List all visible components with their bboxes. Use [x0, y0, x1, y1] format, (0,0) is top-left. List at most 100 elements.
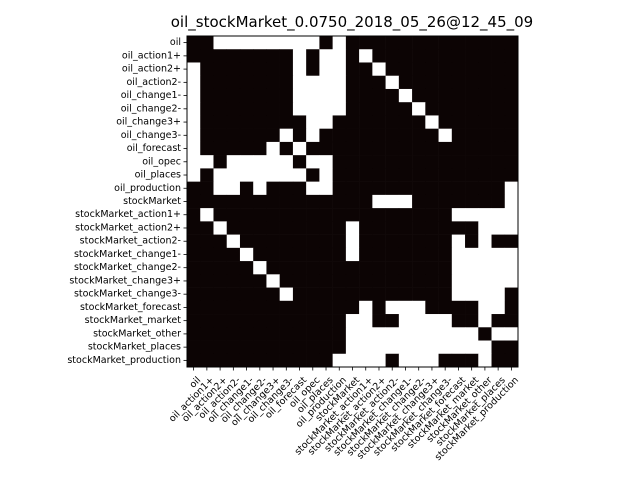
heatmap-cell [491, 128, 506, 143]
heatmap-cell [412, 88, 426, 103]
heatmap-cell [398, 75, 413, 90]
heatmap-cell [332, 102, 347, 116]
heatmap-cell [465, 208, 479, 222]
heatmap-cell [504, 353, 519, 368]
heatmap-cell [451, 353, 466, 368]
heatmap-cell [226, 141, 241, 156]
heatmap-cell [451, 287, 466, 302]
heatmap-cell [478, 300, 492, 315]
heatmap-cell [200, 353, 214, 368]
heatmap-cell [465, 261, 479, 275]
heatmap-cell [359, 247, 373, 262]
heatmap-cell [226, 340, 241, 355]
heatmap-cell [332, 353, 347, 368]
heatmap-cell [398, 221, 413, 235]
heatmap-cell [438, 234, 453, 249]
heatmap-cell [372, 274, 386, 288]
heatmap-cell [359, 168, 373, 182]
y-tick-label: oil [170, 37, 181, 48]
heatmap-cell [200, 300, 214, 315]
heatmap-cell [279, 168, 294, 182]
heatmap-cell [412, 155, 426, 169]
heatmap-cell [279, 221, 294, 235]
heatmap-cell [478, 274, 492, 288]
heatmap-cell [226, 261, 241, 275]
heatmap-cell [187, 287, 201, 302]
heatmap-cell [187, 247, 201, 262]
heatmap-cell [345, 247, 360, 262]
heatmap-cell [266, 128, 280, 143]
heatmap-cell [504, 62, 519, 77]
heatmap-cell [359, 155, 373, 169]
heatmap-cell [438, 247, 453, 262]
heatmap-cell [266, 353, 280, 368]
heatmap-cell [319, 221, 333, 235]
heatmap-cell [504, 155, 519, 169]
heatmap-cell [398, 261, 413, 275]
heatmap-cell [345, 314, 360, 328]
heatmap-cell [438, 128, 453, 143]
heatmap-cell [359, 115, 373, 129]
heatmap-cell [412, 300, 426, 315]
heatmap-cell [465, 128, 479, 143]
heatmap-cell [279, 327, 294, 341]
heatmap-cell [385, 340, 400, 355]
heatmap-cell [478, 168, 492, 182]
heatmap-cell [253, 261, 267, 275]
heatmap-cell [292, 141, 307, 156]
heatmap-cell [398, 168, 413, 182]
heatmap-cell [332, 208, 347, 222]
heatmap-cell [213, 353, 228, 368]
heatmap-cell [372, 75, 386, 90]
heatmap-cell [359, 194, 373, 209]
heatmap-cell [306, 221, 320, 235]
x-axis-ticks: oiloil_action1+oil_action2+oil_action2-o… [167, 367, 521, 463]
heatmap-cell [451, 75, 466, 90]
heatmap-cell [253, 314, 267, 328]
heatmap-cell [412, 208, 426, 222]
heatmap-cell [504, 115, 519, 129]
heatmap-cell [465, 102, 479, 116]
heatmap-cell [239, 247, 254, 262]
heatmap-cell [200, 194, 214, 209]
heatmap-cell [412, 261, 426, 275]
heatmap-cell [319, 102, 333, 116]
heatmap-cell [332, 115, 347, 129]
heatmap-cell [425, 62, 439, 77]
y-tick-label: stockMarket [123, 196, 181, 207]
heatmap-cell [213, 141, 228, 156]
heatmap-cell [385, 327, 400, 341]
heatmap-cell [478, 128, 492, 143]
heatmap-cell [504, 181, 519, 196]
heatmap-cell [279, 353, 294, 368]
heatmap-cell [200, 287, 214, 302]
heatmap-cell [239, 75, 254, 90]
heatmap-cell [187, 208, 201, 222]
heatmap-cell [438, 194, 453, 209]
heatmap-cell [279, 155, 294, 169]
heatmap-cell [253, 36, 267, 50]
heatmap-cell [292, 314, 307, 328]
heatmap-cell [319, 36, 333, 50]
heatmap-cell [226, 314, 241, 328]
heatmap-cell [319, 88, 333, 103]
heatmap-cell [266, 49, 280, 63]
heatmap-cell [187, 168, 201, 182]
heatmap-cell [504, 340, 519, 355]
heatmap-cell [292, 287, 307, 302]
heatmap-cell [372, 181, 386, 196]
heatmap-cell [292, 49, 307, 63]
heatmap-cell [253, 168, 267, 182]
heatmap-cell [213, 247, 228, 262]
heatmap-cell [345, 75, 360, 90]
heatmap-cell [253, 221, 267, 235]
heatmap-cell [478, 181, 492, 196]
heatmap-cell [491, 141, 506, 156]
heatmap-cell [345, 88, 360, 103]
heatmap-cell [504, 314, 519, 328]
heatmap-cell [306, 62, 320, 77]
heatmap-cell [359, 287, 373, 302]
heatmap-cell [425, 88, 439, 103]
heatmap-cell [438, 102, 453, 116]
